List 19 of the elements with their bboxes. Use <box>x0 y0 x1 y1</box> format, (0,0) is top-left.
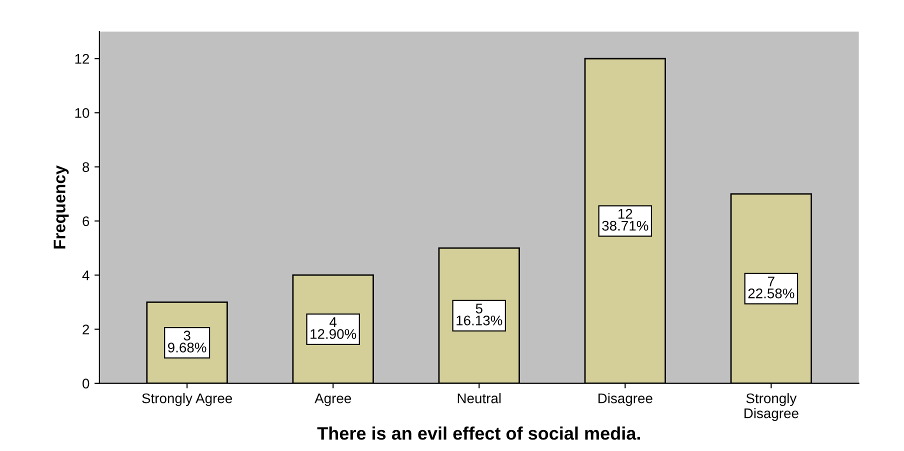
data-label: 7 22.58% <box>748 276 794 298</box>
y-tick-label: 8 <box>82 162 90 172</box>
x-tick-label: Neutral <box>458 393 501 404</box>
data-label: 3 9.68% <box>168 330 206 352</box>
x-tick-label: Disagree <box>598 393 652 406</box>
x-tick-label: Agree <box>314 394 352 406</box>
x-tick-label: Strongly Agree <box>142 393 232 406</box>
y-tick-label: 0 <box>82 378 90 389</box>
x-axis-title: There is an evil effect of social media. <box>317 426 640 440</box>
x-tick-label: Strongly Disagree <box>744 393 798 421</box>
y-tick-label: 10 <box>75 108 90 118</box>
data-label: 4 12.90% <box>310 317 356 339</box>
data-label: 5 16.13% <box>456 304 502 326</box>
data-label: 12 38.71% <box>602 208 648 231</box>
y-tick-label: 4 <box>82 270 90 280</box>
y-tick-label: 2 <box>82 324 90 334</box>
y-axis-title: Frequency <box>54 165 69 248</box>
y-tick-label: 12 <box>75 54 90 64</box>
y-tick-label: 6 <box>82 216 90 226</box>
